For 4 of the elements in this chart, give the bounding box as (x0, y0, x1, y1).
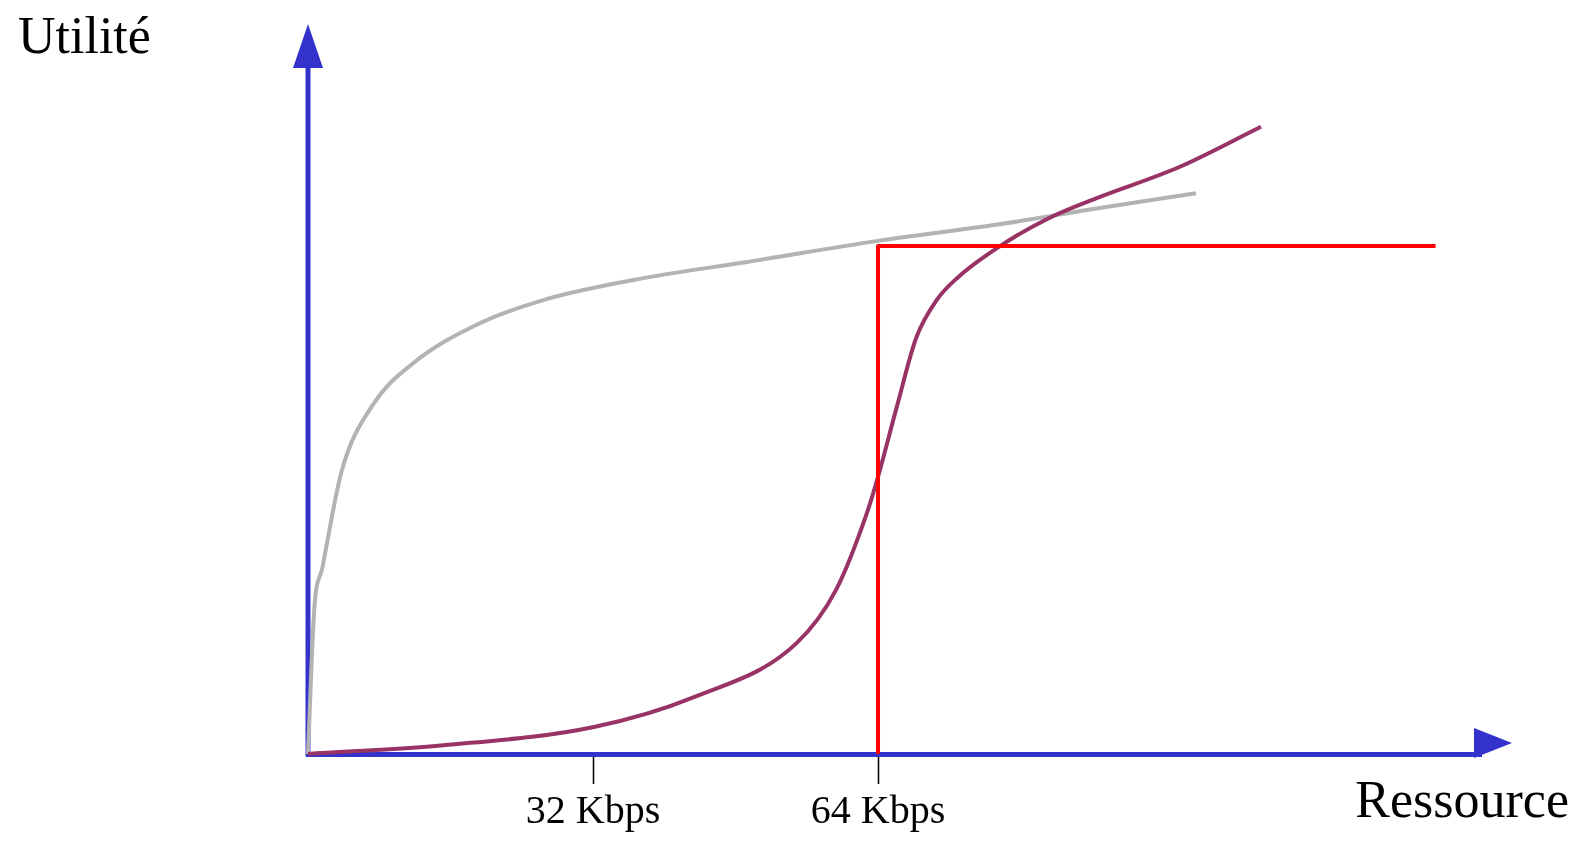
x-tick-label: 64 Kbps (810, 786, 946, 832)
x-axis-title: Ressource (1355, 770, 1569, 829)
x-tick-label: 32 Kbps (525, 786, 661, 832)
y-axis-title: Utilité (18, 6, 151, 65)
